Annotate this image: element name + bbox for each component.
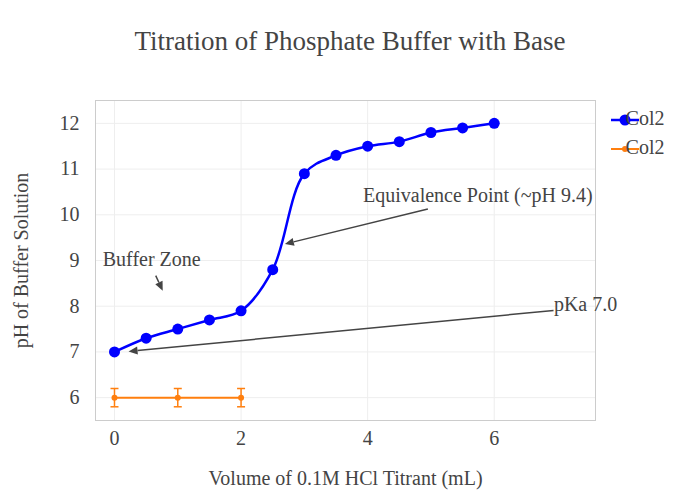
svg-text:pKa 7.0: pKa 7.0 (554, 293, 617, 316)
svg-text:Volume of 0.1M HCl Titrant (mL: Volume of 0.1M HCl Titrant (mL) (208, 467, 482, 490)
svg-text:4: 4 (363, 427, 373, 449)
svg-text:11: 11 (60, 157, 79, 179)
svg-text:2: 2 (236, 427, 246, 449)
svg-text:12: 12 (60, 112, 80, 134)
svg-text:Titration of Phosphate Buffer: Titration of Phosphate Buffer with Base (134, 26, 565, 56)
svg-text:10: 10 (60, 203, 80, 225)
svg-text:Col2: Col2 (626, 107, 665, 129)
svg-text:pH of Buffer Solution: pH of Buffer Solution (10, 173, 33, 349)
svg-text:Col2: Col2 (626, 136, 665, 158)
svg-text:0: 0 (109, 427, 119, 449)
svg-text:9: 9 (70, 249, 80, 271)
svg-text:6: 6 (489, 427, 499, 449)
svg-text:6: 6 (70, 386, 80, 408)
svg-text:Equivalence Point (~pH 9.4): Equivalence Point (~pH 9.4) (363, 184, 593, 207)
svg-text:7: 7 (70, 340, 80, 362)
svg-text:8: 8 (70, 295, 80, 317)
svg-text:Buffer Zone: Buffer Zone (103, 248, 201, 270)
